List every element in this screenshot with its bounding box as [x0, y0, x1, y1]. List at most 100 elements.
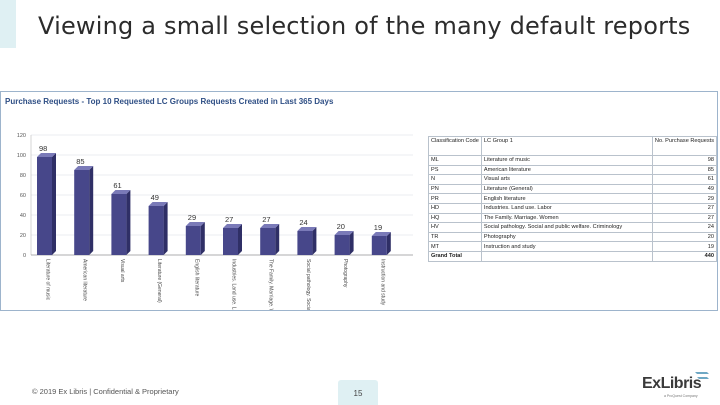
cell-count: 27: [651, 202, 718, 214]
table-row: MT Instruction and study 19: [428, 241, 718, 252]
y-tick-label: 20: [20, 233, 26, 239]
bar: [148, 206, 164, 255]
bar-side: [200, 222, 205, 255]
table-header-row: Classification Code LC Group 1 No. Purch…: [428, 136, 718, 156]
cell-code: MT: [428, 241, 482, 252]
bar-top: [334, 231, 354, 235]
bar-top: [37, 153, 56, 157]
bar: [260, 228, 276, 255]
bar: [371, 236, 387, 255]
footer-copyright: © 2019 Ex Libris | Confidential & Propri…: [32, 387, 179, 396]
bar-side: [386, 232, 391, 255]
cell-count: 49: [651, 183, 718, 195]
cell-code: PN: [428, 183, 482, 195]
bar-side: [89, 166, 94, 255]
y-tick-label: 100: [17, 153, 26, 159]
x-category-label: English literature: [193, 259, 199, 296]
table-row: N Visual arts 61: [428, 174, 718, 185]
bar-side: [52, 153, 56, 255]
y-tick-label: 60: [20, 193, 26, 199]
exlibris-mark-icon: [695, 372, 709, 379]
x-category-label: Literature of music: [45, 259, 51, 301]
page-number-badge: 15: [338, 380, 378, 405]
report-panel: Purchase Requests - Top 10 Requested LC …: [0, 91, 718, 311]
bar: [74, 170, 90, 255]
bar: [297, 231, 313, 255]
x-category-label: American literature: [82, 259, 88, 301]
bar-top: [260, 224, 280, 228]
table-row: PS American literature 85: [428, 164, 718, 176]
bar-top: [111, 190, 131, 194]
bar: [223, 228, 238, 255]
cell-group: Literature (General): [480, 183, 653, 195]
bar: [185, 226, 201, 255]
x-category-label: Social pathology. Social and public welf…: [305, 259, 311, 310]
table-total-row: Grand Total 440: [428, 250, 718, 262]
cell-code: ML: [428, 155, 482, 166]
bar-side: [163, 202, 168, 255]
lc-groups-table: Classification Code LC Group 1 No. Purch…: [428, 136, 718, 262]
bar: [111, 194, 127, 255]
cell-group: Industries. Land use. Labor: [480, 202, 653, 214]
cell-code: N: [428, 174, 482, 185]
table-row: TR Photography 20: [428, 231, 718, 243]
bar: [37, 157, 52, 255]
data-label: 98: [39, 144, 47, 153]
x-category-label: Photography: [342, 259, 348, 288]
cell-group: English literature: [480, 193, 653, 204]
data-label: 27: [262, 215, 270, 224]
cell-count: 19: [651, 241, 718, 252]
y-tick-label: 40: [20, 213, 26, 219]
bar-top: [297, 227, 317, 231]
total-spacer: [480, 250, 653, 262]
bar-side: [275, 224, 280, 255]
total-count: 440: [651, 250, 718, 262]
cell-group: Social pathology. Social and public welf…: [480, 222, 653, 233]
bar-side: [349, 231, 354, 255]
data-label: 27: [225, 215, 233, 224]
cell-group: Photography: [480, 231, 653, 243]
bar-side: [126, 190, 131, 255]
cell-count: 98: [651, 155, 718, 166]
data-label: 49: [151, 193, 159, 202]
table-row: PN Literature (General) 49: [428, 183, 718, 195]
bar-top: [74, 166, 94, 170]
x-category-label: The Family. Marriage. Women: [268, 259, 274, 310]
bar-top: [371, 232, 391, 236]
report-title: Purchase Requests - Top 10 Requested LC …: [5, 97, 334, 106]
cell-count: 20: [651, 231, 718, 243]
page-number: 15: [353, 389, 363, 398]
cell-code: PS: [428, 164, 482, 176]
total-label: Grand Total: [428, 250, 482, 262]
cell-count: 24: [651, 222, 718, 233]
y-tick-label: 80: [20, 173, 26, 179]
bar-top: [185, 222, 205, 226]
header-purchase-requests: No. Purchase Requests: [651, 136, 718, 156]
cell-code: TR: [428, 231, 482, 243]
data-label: 61: [113, 181, 121, 190]
cell-group: Instruction and study: [480, 241, 653, 252]
cell-code: HQ: [428, 212, 482, 224]
header-lc-group: LC Group 1: [480, 136, 653, 156]
table-row: HQ The Family. Marriage. Women 27: [428, 212, 718, 224]
cell-code: PR: [428, 193, 482, 204]
slide-title: Viewing a small selection of the many de…: [38, 12, 691, 40]
table-row: HD Industries. Land use. Labor 27: [428, 202, 718, 214]
exlibris-logo: ExLibris a ProQuest Company: [636, 370, 720, 405]
data-label: 20: [337, 222, 345, 231]
bar-side: [238, 224, 242, 255]
table-row: HV Social pathology. Social and public we…: [428, 222, 718, 233]
bar-top: [223, 224, 242, 228]
cell-count: 61: [651, 174, 718, 185]
logo-text: ExLibris: [642, 375, 702, 392]
cell-count: 29: [651, 193, 718, 204]
logo-subtext: a ProQuest Company: [664, 394, 698, 398]
y-tick-label: 0: [23, 253, 26, 259]
cell-group: Literature of music: [480, 155, 653, 166]
data-label: 85: [76, 157, 84, 166]
cell-count: 27: [651, 212, 718, 224]
bar: [334, 235, 350, 255]
header-classification-code: Classification Code: [428, 136, 482, 156]
cell-group: American literature: [480, 164, 653, 176]
bar-chart: 0 20 40 60 80 100 120 98 Literature of music 85 Am…: [17, 133, 413, 310]
